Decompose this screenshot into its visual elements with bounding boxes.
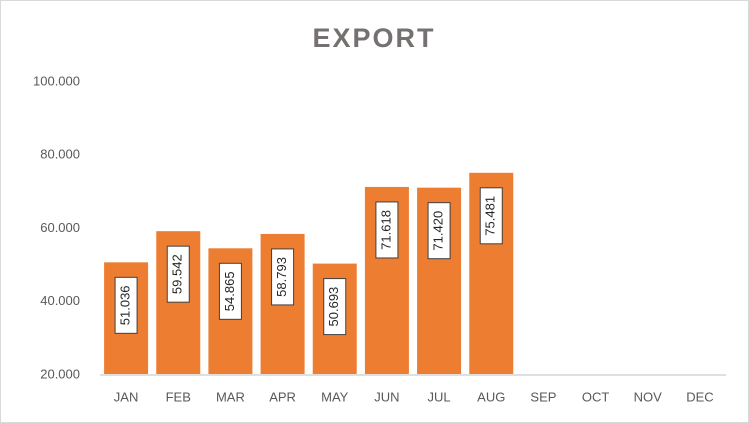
data-label-box <box>323 278 347 336</box>
data-label: 50.693 <box>326 287 341 327</box>
data-label-box <box>166 245 190 303</box>
data-label: 58.793 <box>274 257 289 297</box>
data-label: 54.865 <box>222 271 237 311</box>
data-label-box <box>479 187 503 245</box>
data-label: 51.036 <box>118 285 133 325</box>
x-tick-label: MAY <box>321 389 349 404</box>
x-tick-label: AUG <box>477 389 505 404</box>
data-label-box <box>271 248 295 306</box>
y-tick-label: 40.000 <box>40 293 80 308</box>
y-tick-label: 100.000 <box>33 73 80 88</box>
y-tick-label: 60.000 <box>40 220 80 235</box>
x-tick-label: OCT <box>582 389 610 404</box>
data-label: 75.481 <box>483 196 498 236</box>
data-label: 71.420 <box>431 211 446 251</box>
x-tick-label: SEP <box>530 389 556 404</box>
y-tick-label: 20.000 <box>40 366 80 381</box>
data-label-box <box>375 201 399 259</box>
x-tick-label: APR <box>269 389 296 404</box>
x-tick-label: NOV <box>634 389 663 404</box>
x-tick-label: JUN <box>374 389 399 404</box>
data-label-box <box>427 202 451 260</box>
data-label-box <box>218 262 242 320</box>
x-tick-label: FEB <box>166 389 191 404</box>
x-tick-label: MAR <box>216 389 245 404</box>
x-tick-label: JAN <box>114 389 139 404</box>
chart-title: EXPORT <box>312 23 435 53</box>
x-tick-label: JUL <box>428 389 451 404</box>
data-label-box <box>114 276 138 334</box>
x-tick-label: DEC <box>686 389 713 404</box>
y-tick-label: 80.000 <box>40 147 80 162</box>
data-label: 59.542 <box>170 254 185 294</box>
data-label: 71.618 <box>378 210 393 250</box>
